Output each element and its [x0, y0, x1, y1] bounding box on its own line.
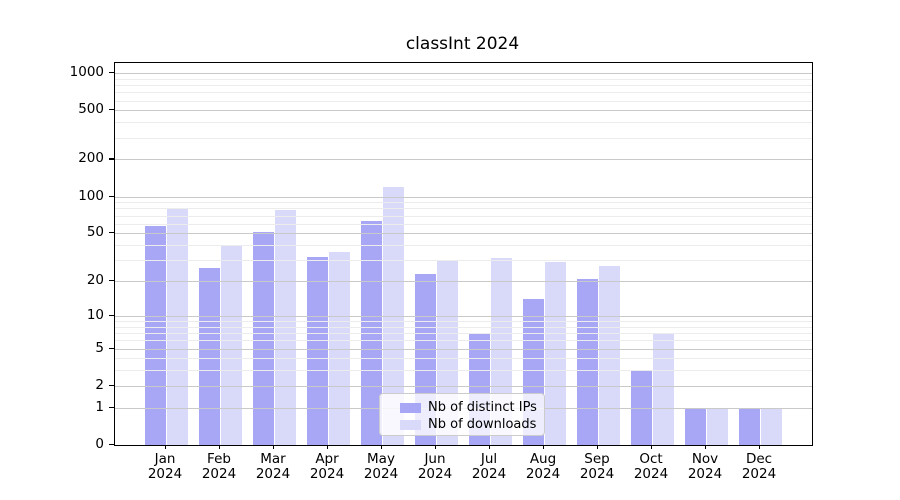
- legend-label-distinct-ips: Nb of distinct IPs: [428, 400, 537, 415]
- x-tick-mark: [489, 445, 491, 449]
- minor-gridline: [115, 321, 812, 322]
- x-tick-label: Jul 2024: [471, 451, 507, 482]
- x-tick-label: Feb 2024: [201, 451, 237, 482]
- bar-apr-distinct-ips: [307, 256, 328, 445]
- y-tick-label: 1000: [69, 64, 104, 80]
- minor-gridline: [115, 122, 812, 124]
- bar-feb-downloads: [221, 245, 242, 445]
- bar-dec-distinct-ips: [739, 407, 760, 445]
- x-tick-label: May 2024: [363, 451, 399, 482]
- x-tick-mark: [165, 445, 167, 449]
- major-gridline: [115, 348, 812, 350]
- minor-gridline: [115, 208, 812, 210]
- major-gridline: [115, 159, 812, 161]
- major-gridline: [115, 315, 812, 317]
- y-tick-label: 200: [78, 150, 104, 167]
- y-tick-mark: [109, 109, 114, 111]
- y-tick-label: 50: [86, 224, 104, 241]
- y-tick-mark: [109, 384, 114, 386]
- bar-feb-distinct-ips: [199, 267, 220, 445]
- x-tick-label: Dec 2024: [741, 451, 777, 482]
- x-tick-label: Sep 2024: [579, 451, 615, 482]
- y-tick-mark: [109, 406, 114, 408]
- legend-row-downloads: Nb of downloads: [400, 416, 544, 433]
- minor-gridline: [115, 333, 812, 334]
- legend-label-downloads: Nb of downloads: [428, 417, 537, 432]
- x-tick-mark: [705, 445, 707, 449]
- x-tick-label: Oct 2024: [633, 451, 669, 482]
- legend-swatch-downloads-icon: [400, 419, 421, 430]
- bar-sep-distinct-ips: [577, 278, 598, 445]
- major-gridline: [115, 281, 812, 283]
- bar-nov-distinct-ips: [685, 407, 706, 445]
- y-tick-label: 1: [95, 398, 104, 415]
- minor-gridline: [115, 260, 812, 262]
- y-tick-mark: [109, 444, 114, 446]
- minor-gridline: [115, 100, 812, 102]
- y-tick-label: 2: [95, 376, 104, 393]
- y-tick-label: 20: [86, 272, 104, 289]
- y-tick-label: 5: [95, 339, 104, 356]
- minor-gridline: [115, 92, 812, 94]
- minor-gridline: [115, 85, 812, 86]
- x-tick-label: Jun 2024: [417, 451, 453, 482]
- major-gridline: [115, 73, 812, 74]
- minor-gridline: [115, 245, 812, 246]
- minor-gridline: [115, 137, 812, 139]
- x-tick-mark: [327, 445, 329, 449]
- legend-row-distinct-ips: Nb of distinct IPs: [400, 399, 544, 416]
- x-tick-label: Jan 2024: [147, 451, 183, 482]
- y-tick-label: 10: [86, 306, 104, 323]
- y-tick-mark: [109, 280, 114, 282]
- bar-mar-distinct-ips: [253, 232, 274, 445]
- bar-aug-downloads: [545, 261, 566, 445]
- minor-gridline: [115, 202, 812, 204]
- minor-gridline: [115, 78, 812, 80]
- y-tick-label: 500: [78, 101, 104, 118]
- x-tick-mark: [435, 445, 437, 449]
- bar-dec-downloads: [761, 407, 782, 445]
- legend-swatch-distinct-ips-icon: [400, 402, 421, 413]
- y-tick-mark: [109, 158, 114, 160]
- major-gridline: [115, 110, 812, 112]
- chart-title: classInt 2024: [405, 34, 520, 54]
- minor-gridline: [115, 326, 812, 328]
- legend: Nb of distinct IPs Nb of downloads: [379, 393, 545, 436]
- y-tick-mark: [109, 347, 114, 349]
- bar-sep-downloads: [599, 265, 620, 445]
- minor-gridline: [115, 215, 812, 217]
- x-tick-mark: [381, 445, 383, 449]
- major-gridline: [115, 233, 812, 235]
- minor-gridline: [115, 358, 812, 360]
- y-tick-mark: [109, 232, 114, 234]
- minor-gridline: [115, 370, 812, 372]
- y-tick-label: 0: [95, 436, 104, 452]
- x-tick-mark: [219, 445, 221, 449]
- plot-area: [114, 62, 813, 446]
- major-gridline: [115, 196, 812, 198]
- major-gridline: [115, 385, 812, 387]
- x-tick-mark: [273, 445, 275, 449]
- bar-jan-downloads: [167, 207, 188, 445]
- x-tick-mark: [651, 445, 653, 449]
- bar-nov-downloads: [707, 407, 728, 445]
- minor-gridline: [115, 340, 812, 342]
- y-tick-label: 100: [78, 187, 104, 204]
- x-tick-label: Aug 2024: [525, 451, 561, 482]
- minor-gridline: [115, 223, 812, 225]
- x-tick-label: Nov 2024: [687, 451, 723, 482]
- y-tick-mark: [109, 314, 114, 317]
- x-tick-label: Mar 2024: [255, 451, 291, 482]
- y-tick-mark: [109, 195, 114, 197]
- x-tick-label: Apr 2024: [309, 451, 345, 482]
- x-tick-mark: [597, 445, 599, 449]
- x-tick-mark: [759, 445, 761, 449]
- x-tick-mark: [543, 445, 545, 449]
- bar-jan-distinct-ips: [145, 226, 166, 445]
- y-tick-mark: [109, 72, 114, 74]
- bar-oct-downloads: [653, 333, 674, 445]
